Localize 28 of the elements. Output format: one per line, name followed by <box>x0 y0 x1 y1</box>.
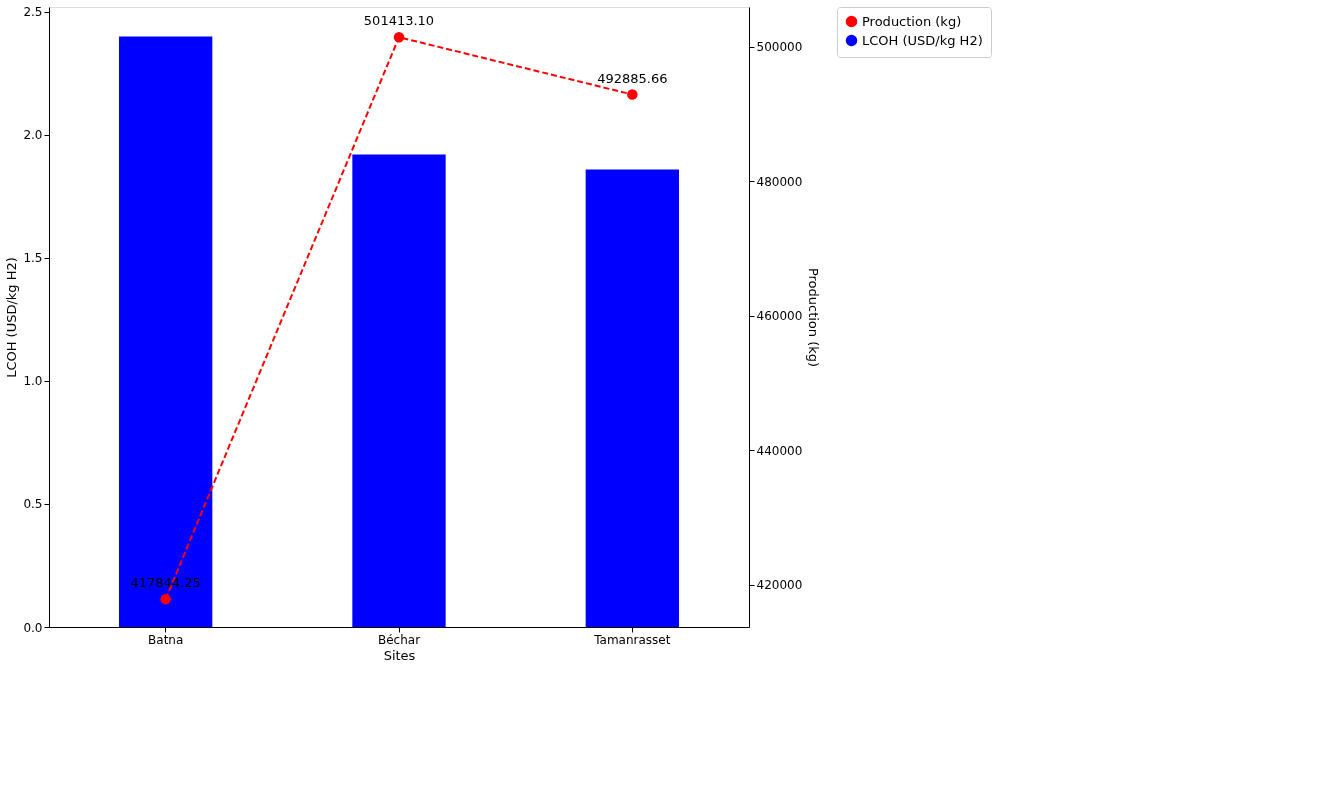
y2-tick-label: 420000 <box>756 578 803 593</box>
y2-axis-title: Production (kg) <box>806 267 822 368</box>
x-tick-label: Tamanrasset <box>593 632 671 647</box>
legend-label: LCOH (USD/kg H2) <box>862 32 983 48</box>
point <box>160 593 171 605</box>
y2-tick-label: 460000 <box>756 309 803 324</box>
y2-tick-label: 500000 <box>756 40 803 55</box>
y-tick-label: 2.5 <box>23 5 43 20</box>
legend-label: Production (kg) <box>862 13 962 29</box>
y-tick-label: 0.5 <box>23 497 43 512</box>
x-tick-label: Béchar <box>377 632 421 647</box>
bar <box>352 154 446 627</box>
data-label: 492885.66 <box>597 70 668 86</box>
data-label: 417844.25 <box>130 575 201 591</box>
y-tick-label: 0.0 <box>23 620 43 635</box>
x-tick-label: Batna <box>148 632 184 647</box>
y2-tick-label: 480000 <box>756 174 803 189</box>
x-axis-title: Sites <box>383 647 416 663</box>
y-tick-label: 2.0 <box>23 128 43 143</box>
bar <box>119 36 213 627</box>
y-tick-label: 1.5 <box>23 251 43 266</box>
point <box>627 89 638 100</box>
point <box>393 31 405 43</box>
bar <box>585 169 679 627</box>
y-axis-title: LCOH (USD/kg H2) <box>4 257 20 378</box>
y-tick-label: 1.0 <box>23 374 43 389</box>
y2-tick-label: 440000 <box>756 443 803 458</box>
data-label: 501413.10 <box>363 13 435 29</box>
